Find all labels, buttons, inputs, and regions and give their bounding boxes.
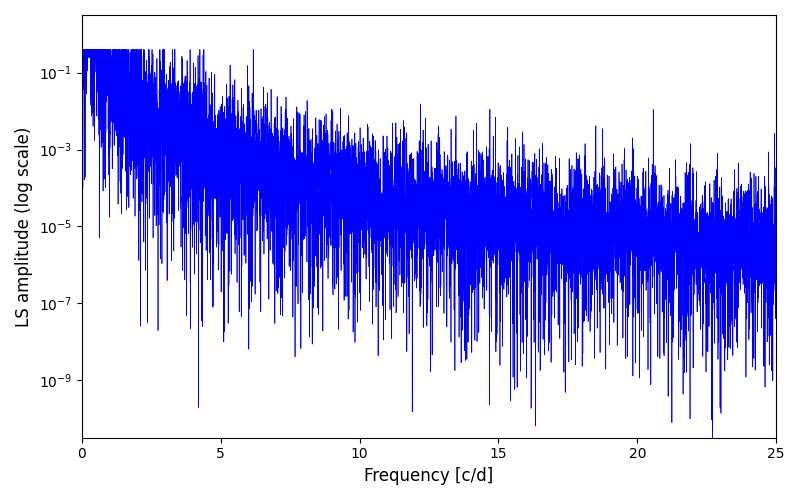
Y-axis label: LS amplitude (log scale): LS amplitude (log scale) (15, 126, 33, 326)
X-axis label: Frequency [c/d]: Frequency [c/d] (364, 467, 494, 485)
